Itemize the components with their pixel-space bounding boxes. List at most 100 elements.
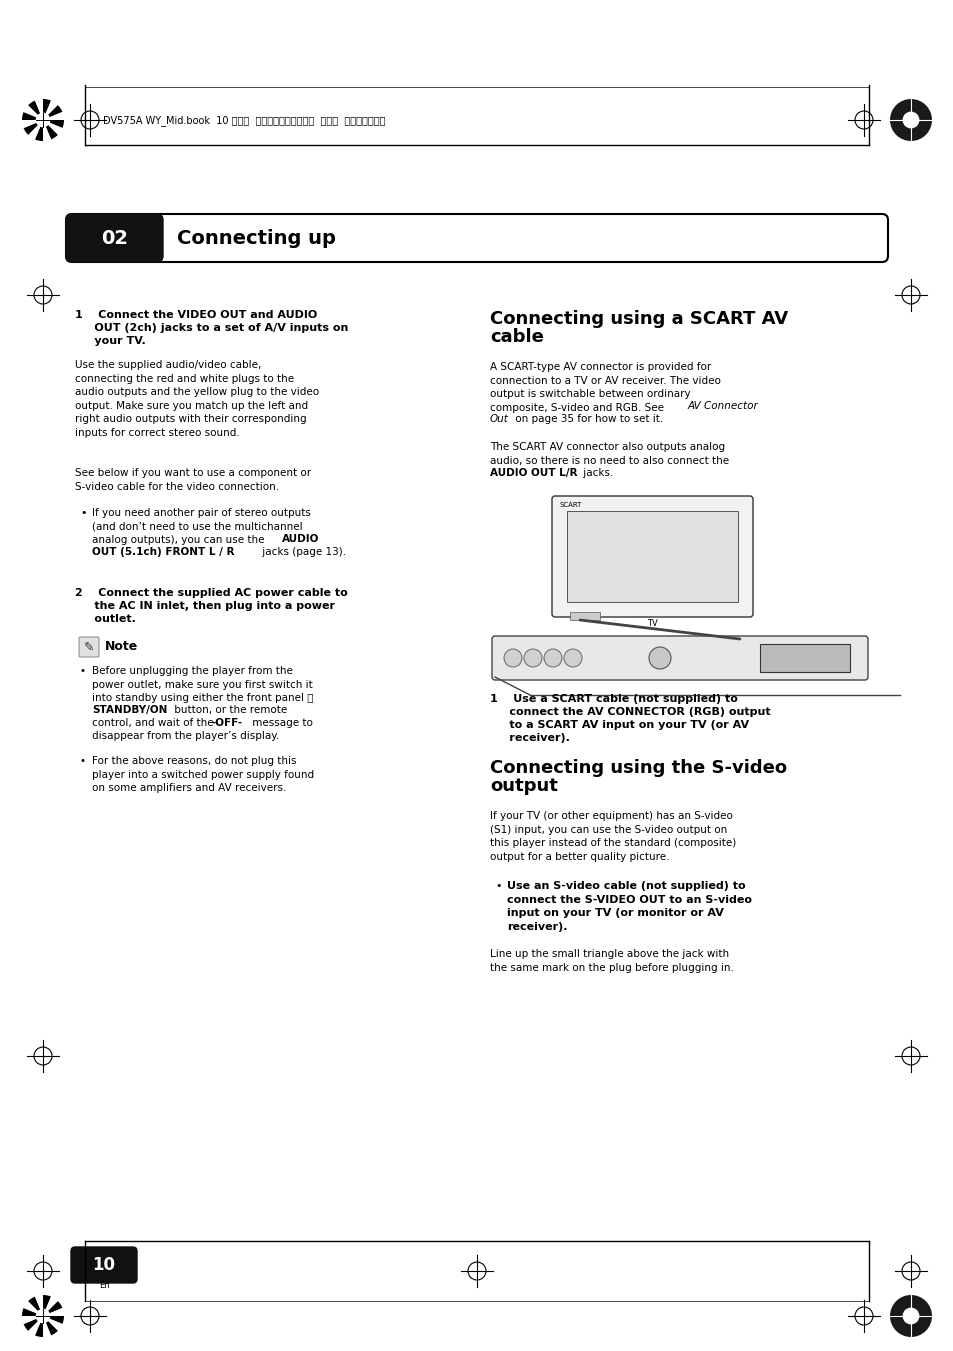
Text: outlet.: outlet. [75,613,135,624]
Wedge shape [43,1316,64,1324]
Text: A SCART-type AV connector is provided for
connection to a TV or AV receiver. The: A SCART-type AV connector is provided fo… [490,362,720,413]
Text: If your TV (or other equipment) has an S-video
(S1) input, you can use the S-vid: If your TV (or other equipment) has an S… [490,811,736,862]
Wedge shape [22,1316,43,1324]
Text: control, and wait of the: control, and wait of the [91,717,216,728]
Text: jacks (page 13).: jacks (page 13). [258,547,346,557]
Text: 1    Connect the VIDEO OUT and AUDIO: 1 Connect the VIDEO OUT and AUDIO [75,309,317,320]
Circle shape [902,1308,919,1324]
Text: Use the supplied audio/video cable,
connecting the red and white plugs to the
au: Use the supplied audio/video cable, conn… [75,359,319,438]
Text: •: • [80,508,87,517]
Circle shape [523,648,541,667]
Wedge shape [22,120,43,128]
Text: AUDIO: AUDIO [282,534,319,544]
Text: the AC IN inlet, then plug into a power: the AC IN inlet, then plug into a power [75,601,335,611]
Text: AV Connector: AV Connector [687,401,758,411]
Text: Use an S-video cable (not supplied) to
connect the S-VIDEO OUT to an S-video
inp: Use an S-video cable (not supplied) to c… [506,881,751,932]
Wedge shape [35,1316,43,1337]
Wedge shape [29,1316,43,1335]
Text: receiver).: receiver). [490,734,569,743]
Circle shape [35,112,51,127]
FancyBboxPatch shape [66,213,163,262]
FancyBboxPatch shape [552,496,752,617]
Wedge shape [43,1316,51,1337]
Wedge shape [35,1296,43,1316]
Text: Note: Note [105,640,138,654]
Text: your TV.: your TV. [75,336,146,346]
Circle shape [563,648,581,667]
FancyBboxPatch shape [492,636,867,680]
Text: En: En [98,1281,110,1290]
Wedge shape [43,120,58,139]
Text: ✎: ✎ [84,640,94,654]
Text: The SCART AV connector also outputs analog
audio, so there is no need to also co: The SCART AV connector also outputs anal… [490,442,728,466]
Wedge shape [43,1297,58,1316]
Text: •: • [80,757,86,766]
Wedge shape [22,112,43,120]
Circle shape [543,648,561,667]
Wedge shape [29,120,43,139]
Text: OUT (5.1ch) FRONT L / R: OUT (5.1ch) FRONT L / R [91,547,234,557]
Wedge shape [43,120,51,141]
Wedge shape [43,105,62,120]
Text: Before unplugging the player from the
power outlet, make sure you first switch i: Before unplugging the player from the po… [91,666,314,704]
Wedge shape [43,120,62,135]
Text: button, or the remote: button, or the remote [171,705,287,715]
Circle shape [902,112,919,128]
Text: SCART: SCART [559,503,581,508]
Text: to a SCART AV input on your TV (or AV: to a SCART AV input on your TV (or AV [490,720,748,730]
Text: -OFF-: -OFF- [212,717,243,728]
Circle shape [503,648,521,667]
Wedge shape [22,1308,43,1316]
Text: Connecting using the S-video: Connecting using the S-video [490,759,786,777]
Wedge shape [43,1301,62,1316]
Text: message to: message to [249,717,313,728]
Circle shape [648,647,670,669]
Text: Connecting using a SCART AV: Connecting using a SCART AV [490,309,787,328]
Text: output: output [490,777,558,794]
Text: disappear from the player’s display.: disappear from the player’s display. [91,731,279,740]
Text: See below if you want to use a component or
S-video cable for the video connecti: See below if you want to use a component… [75,467,311,492]
FancyBboxPatch shape [66,213,887,262]
Circle shape [889,1296,931,1337]
Text: AUDIO OUT L/R: AUDIO OUT L/R [490,467,577,478]
Wedge shape [29,100,43,120]
Wedge shape [43,1308,64,1316]
Wedge shape [24,105,43,120]
Wedge shape [43,1316,58,1335]
Wedge shape [43,1296,51,1316]
Text: on page 35 for how to set it.: on page 35 for how to set it. [512,413,662,424]
Wedge shape [35,99,43,120]
Wedge shape [24,1316,43,1331]
Wedge shape [35,120,43,141]
Wedge shape [43,120,64,128]
Text: connect the AV CONNECTOR (RGB) output: connect the AV CONNECTOR (RGB) output [490,707,770,717]
Wedge shape [24,1301,43,1316]
Text: 02: 02 [101,228,128,247]
Text: 1    Use a SCART cable (not supplied) to: 1 Use a SCART cable (not supplied) to [490,694,737,704]
Text: TV: TV [646,619,658,628]
Bar [569,612,599,620]
Wedge shape [43,100,58,120]
Text: For the above reasons, do not plug this
player into a switched power supply foun: For the above reasons, do not plug this … [91,757,314,793]
Text: OUT (2ch) jacks to a set of A/V inputs on: OUT (2ch) jacks to a set of A/V inputs o… [75,323,348,332]
Text: cable: cable [490,328,543,346]
Text: 10: 10 [92,1256,115,1274]
FancyBboxPatch shape [79,638,99,657]
Text: Line up the small triangle above the jack with
the same mark on the plug before : Line up the small triangle above the jac… [490,948,733,973]
Circle shape [35,1309,51,1324]
Circle shape [889,99,931,141]
Text: •: • [80,666,86,676]
Text: •: • [495,881,501,892]
Text: Out: Out [490,413,508,424]
Wedge shape [43,112,64,120]
Text: STANDBY/ON: STANDBY/ON [91,705,167,715]
Wedge shape [29,1297,43,1316]
Text: jacks.: jacks. [579,467,613,478]
Text: DV575A WY_Mid.book  10 ページ  ２００４年１月２８日  水曜日  午後６時５３分: DV575A WY_Mid.book 10 ページ ２００４年１月２８日 水曜日… [103,116,385,127]
Text: 2    Connect the supplied AC power cable to: 2 Connect the supplied AC power cable to [75,588,348,598]
Text: If you need another pair of stereo outputs
(and don’t need to use the multichann: If you need another pair of stereo outpu… [91,508,311,546]
Bar [566,511,738,603]
Wedge shape [43,1316,62,1331]
FancyBboxPatch shape [71,1247,137,1283]
Wedge shape [43,99,51,120]
